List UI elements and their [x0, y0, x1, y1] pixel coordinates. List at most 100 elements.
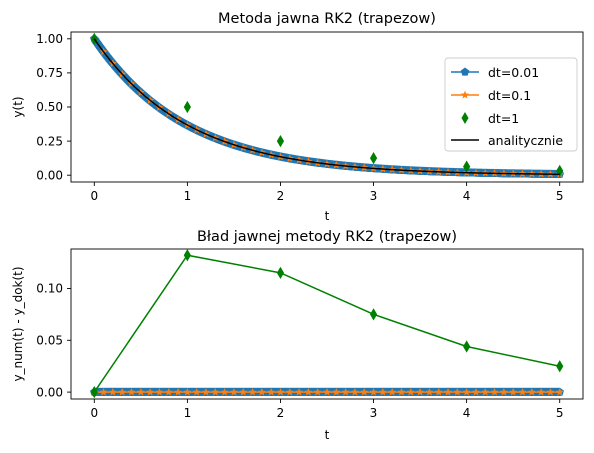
bottom-point-dt01 — [192, 387, 201, 396]
bottom-point-dt01 — [332, 387, 341, 396]
bottom-x-ticks: 0 1 2 3 4 5 — [90, 399, 564, 420]
bottom-point-dt01 — [434, 387, 443, 396]
bottom-point-dt01 — [537, 387, 546, 396]
top-x-tick-label: 1 — [184, 189, 192, 203]
bottom-x-axis-label: t — [325, 428, 330, 442]
bottom-series-dt01-markers — [90, 387, 564, 396]
bottom-point-dt01 — [462, 387, 471, 396]
bottom-point-dt01 — [220, 387, 229, 396]
legend-label-dt001: dt=0.01 — [488, 65, 539, 80]
bottom-point-dt01 — [239, 387, 248, 396]
top-y-tick-label: 0.75 — [36, 66, 63, 80]
bottom-point-dt1 — [90, 386, 98, 399]
legend-label-dt1: dt=1 — [488, 111, 519, 126]
legend-label-analytic: analitycznie — [488, 133, 563, 148]
bottom-point-dt01 — [99, 387, 108, 396]
bottom-x-tick-label: 4 — [463, 406, 471, 420]
bottom-point-dt01 — [229, 387, 238, 396]
bottom-y-ticks: 0.00 0.05 0.10 — [36, 282, 71, 399]
bottom-point-dt01 — [136, 387, 145, 396]
bottom-point-dt01 — [416, 387, 425, 396]
top-y-ticks: 0.00 0.25 0.50 0.75 1.00 — [36, 32, 71, 182]
bottom-series-dt1-markers — [90, 249, 564, 399]
bottom-point-dt01 — [518, 387, 527, 396]
top-y-tick-label: 0.25 — [36, 134, 63, 148]
bottom-point-dt01 — [490, 387, 499, 396]
bottom-point-dt01 — [211, 387, 220, 396]
bottom-point-dt01 — [248, 387, 257, 396]
bottom-point-dt01 — [127, 387, 136, 396]
legend-marker-dt1 — [461, 112, 469, 124]
bottom-point-dt01 — [453, 387, 462, 396]
bottom-point-dt01 — [341, 387, 350, 396]
top-chart-title: Metoda jawna RK2 (trapezow) — [218, 11, 436, 27]
top-y-tick-label: 0.00 — [36, 168, 63, 182]
bottom-point-dt01 — [118, 387, 127, 396]
bottom-point-dt01 — [267, 387, 276, 396]
bottom-point-dt01 — [285, 387, 294, 396]
bottom-y-tick-label: 0.10 — [36, 282, 63, 296]
bottom-x-tick-label: 5 — [556, 406, 564, 420]
bottom-point-dt01 — [546, 387, 555, 396]
bottom-point-dt01 — [313, 387, 322, 396]
top-x-tick-label: 2 — [277, 189, 285, 203]
top-point-dt1 — [369, 152, 378, 165]
bottom-y-tick-label: 0.00 — [36, 385, 63, 399]
bottom-chart-title: Bład jawnej metody RK2 (trapezow) — [197, 229, 457, 245]
bottom-x-tick-label: 0 — [90, 406, 98, 420]
top-x-tick-label: 3 — [370, 189, 378, 203]
bottom-y-axis-label: y_num(t) - y_dok(t) — [11, 266, 25, 381]
legend-label-dt01: dt=0.1 — [488, 88, 531, 103]
bottom-point-dt01 — [499, 387, 508, 396]
bottom-series-dt1-line — [93, 254, 560, 393]
bottom-point-dt01 — [481, 387, 490, 396]
bottom-x-tick-label: 3 — [370, 406, 378, 420]
bottom-point-dt01 — [108, 387, 117, 396]
bottom-point-dt1 — [276, 266, 285, 279]
bottom-point-dt01 — [378, 387, 387, 396]
legend-marker-dt001 — [460, 67, 470, 76]
top-point-dt1 — [276, 134, 285, 148]
bottom-point-dt01 — [164, 387, 173, 396]
bottom-point-dt01 — [323, 387, 331, 396]
top-subplot: Metoda jawna RK2 (trapezow) 0 1 2 3 4 5 — [11, 11, 584, 223]
top-point-dt1 — [463, 160, 471, 173]
top-x-tick-label: 4 — [463, 189, 471, 203]
top-x-ticks: 0 1 2 3 4 5 — [90, 182, 564, 203]
bottom-point-dt01 — [360, 387, 369, 396]
top-point-dt1 — [556, 164, 564, 178]
bottom-y-tick-label: 0.05 — [36, 334, 63, 348]
bottom-point-dt01 — [406, 387, 415, 396]
bottom-point-dt01 — [146, 387, 155, 396]
bottom-point-dt01 — [295, 387, 304, 396]
bottom-point-dt01 — [276, 387, 285, 396]
top-point-dt1 — [183, 100, 191, 114]
top-y-axis-label: y(t) — [11, 96, 25, 117]
top-plot-series — [89, 32, 565, 178]
top-y-tick-label: 0.50 — [36, 100, 63, 114]
bottom-x-tick-label: 2 — [277, 406, 285, 420]
bottom-point-dt01 — [527, 387, 536, 396]
top-x-axis-label: t — [325, 209, 330, 223]
legend-marker-dt01 — [460, 90, 470, 99]
legend-frame — [444, 57, 578, 152]
top-series-analytic-line — [93, 38, 560, 176]
bottom-point-dt01 — [304, 387, 313, 396]
bottom-subplot: Bład jawnej metody RK2 (trapezow) 0 1 2 … — [11, 229, 584, 442]
bottom-point-dt01 — [471, 387, 480, 396]
top-legend: dt=0.01 dt=0.1 dt=1 analitycznie — [444, 57, 578, 152]
bottom-x-tick-label: 1 — [184, 406, 192, 420]
bottom-point-dt01 — [350, 387, 359, 396]
bottom-point-dt1 — [183, 249, 191, 262]
bottom-plot-series — [89, 249, 565, 399]
bottom-point-dt1 — [463, 340, 471, 353]
top-x-tick-label: 0 — [90, 189, 98, 203]
top-x-tick-label: 5 — [556, 189, 564, 203]
bottom-point-dt1 — [556, 360, 564, 373]
bottom-point-dt01 — [155, 387, 164, 396]
bottom-point-dt01 — [183, 387, 192, 396]
bottom-point-dt01 — [174, 387, 183, 396]
bottom-point-dt1 — [369, 308, 378, 321]
top-y-tick-label: 1.00 — [36, 32, 63, 46]
bottom-point-dt01 — [425, 387, 434, 396]
